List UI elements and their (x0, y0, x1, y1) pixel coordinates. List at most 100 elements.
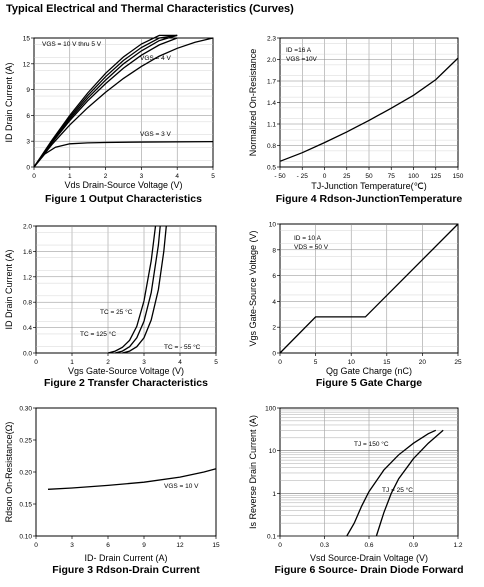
x-tick-label: 10 (348, 359, 356, 366)
series-line (33, 140, 214, 168)
y-tick-label: 15 (23, 36, 31, 43)
figure-caption: Figure 1 Output Characteristics (45, 193, 202, 205)
series-line (33, 37, 178, 168)
y-tick-label: 1 (272, 491, 276, 498)
y-tick-label: 0.8 (267, 143, 276, 150)
x-tick-label: 5 (211, 173, 215, 180)
figure-5-gate-charge: 0 5 10 15 20 25 0 2 4 6 8 10 ID = 10 A VDS = 50 V Qg G… (248, 222, 462, 390)
y-tick-label: 1.4 (267, 100, 276, 107)
series-line (107, 225, 157, 354)
y-tick-label: 1.7 (267, 79, 276, 86)
y-tick-label: 1.6 (23, 249, 32, 256)
x-tick-label: 5 (314, 359, 318, 366)
y-tick-label: 2.3 (267, 36, 276, 43)
y-tick-label: 0.30 (19, 406, 32, 413)
y-tick-label: 0.0 (23, 351, 32, 358)
series-line (375, 429, 444, 537)
x-tick-label: 100 (408, 173, 419, 180)
y-tick-label: 0.1 (267, 534, 276, 541)
x-axis-label: Vgs Gate-Source Voltage (V) (68, 366, 184, 376)
x-tick-label: 25 (343, 173, 351, 180)
y-tick-label: 100 (265, 406, 276, 413)
figure-6-source-drain-diode-forward: 0 0.3 0.6 0.9 1.2 0.1 1 10 100 TJ = 150 °C TJ = 25… (248, 406, 464, 577)
y-tick-label: 10 (269, 448, 277, 455)
plot-frame (35, 225, 217, 354)
y-tick-label: 2.0 (23, 224, 32, 231)
x-tick-label: 15 (212, 542, 220, 549)
x-axis-label: Qg Gate Charge (nC) (326, 366, 412, 376)
x-tick-label: 12 (176, 542, 184, 549)
series-line (122, 225, 167, 354)
y-tick-label: 2.0 (267, 57, 276, 64)
chart-annotation: TJ = 150 °C (354, 440, 389, 448)
chart-annotation: VGS = 10 V thru 5 V (42, 41, 102, 48)
figure-caption: Figure 5 Gate Charge (316, 377, 422, 389)
y-tick-label: 0 (26, 165, 30, 172)
x-tick-label: 2 (106, 359, 110, 366)
y-tick-label: 0.10 (19, 534, 32, 541)
series-line (115, 225, 161, 354)
x-tick-label: - 50 (274, 173, 286, 180)
x-tick-label: 9 (142, 542, 146, 549)
chart-annotation: TC = 25 °C (100, 308, 133, 316)
chart-annotation: TJ = 25 °C (382, 486, 413, 494)
x-tick-label: - 25 (297, 173, 309, 180)
chart-annotation: VGS =10V (286, 56, 318, 63)
y-tick-label: 3 (26, 139, 30, 146)
y-tick-label: 9 (26, 87, 30, 94)
y-tick-label: 6 (272, 273, 276, 280)
y-tick-label: 0.5 (267, 165, 276, 172)
x-tick-label: 6 (106, 542, 110, 549)
y-axis-label: ID Drain Current (A) (4, 62, 14, 142)
y-tick-label: 1.1 (267, 122, 276, 129)
x-tick-label: 125 (430, 173, 441, 180)
series-line (346, 429, 437, 537)
chart-annotation: VGS = 10 V (164, 483, 199, 490)
x-tick-label: 1 (70, 359, 74, 366)
plot-frame (35, 407, 217, 537)
y-axis-label: ID Drain Current (A) (4, 249, 14, 329)
x-tick-label: 1.2 (453, 542, 462, 549)
x-tick-label: 3 (142, 359, 146, 366)
x-tick-label: 5 (214, 359, 218, 366)
chart-annotation: VGS = 3 V (140, 131, 172, 138)
x-tick-label: 3 (70, 542, 74, 549)
series-line (279, 223, 459, 354)
x-tick-label: 0 (34, 542, 38, 549)
chart-annotation: ID =16 A (286, 47, 312, 54)
y-tick-label: 6 (26, 113, 30, 120)
x-axis-label: TJ-Junction Temperature(℃) (311, 181, 426, 191)
figure-4-rdson-junction-temperature: - 50 - 25 0 25 50 75 100 125 150 0.5 0.8 1.1 1.4 1.7 2… (248, 36, 464, 206)
x-tick-label: 0 (32, 173, 36, 180)
series-line (33, 34, 178, 168)
plot-frame (279, 223, 459, 354)
x-tick-label: 0 (278, 542, 282, 549)
y-tick-label: 1.2 (23, 274, 32, 281)
x-tick-label: 0 (34, 359, 38, 366)
series-line (47, 468, 217, 490)
x-tick-label: 1 (68, 173, 72, 180)
figure-3-rdson-drain-current: 0 3 6 9 12 15 0.10 0.15 0.20 0.25 0.30 VGS = 10 V ID… (4, 406, 220, 577)
x-tick-label: 0.9 (409, 542, 418, 549)
y-axis-label: Is Reverse Drain Current (A) (248, 415, 258, 529)
x-tick-label: 0 (323, 173, 327, 180)
figure-caption: Figure 2 Transfer Characteristics (44, 377, 208, 389)
chart-annotation: TC = 125 °C (80, 330, 116, 338)
x-axis-label: Vds Drain-Source Voltage (V) (64, 180, 182, 190)
x-tick-label: 20 (419, 359, 427, 366)
x-tick-label: 0 (278, 359, 282, 366)
y-axis-label: Rdson On-Resistance(Ω) (4, 422, 14, 523)
figure-caption: Figure 6 Source- Drain Diode Forward (274, 564, 463, 576)
y-tick-label: 12 (23, 61, 31, 68)
page-title: Typical Electrical and Thermal Character… (6, 3, 294, 15)
y-tick-label: 0.15 (19, 502, 32, 509)
y-axis-label: Vgs Gate-Source Voltage (V) (248, 230, 258, 346)
y-tick-label: 0.20 (19, 470, 32, 477)
series-line (33, 34, 178, 168)
x-tick-label: 25 (454, 359, 462, 366)
series-line (33, 34, 178, 168)
chart-annotation: VDS = 50 V (294, 244, 329, 251)
y-tick-label: 10 (269, 222, 277, 229)
x-tick-label: 2 (104, 173, 108, 180)
